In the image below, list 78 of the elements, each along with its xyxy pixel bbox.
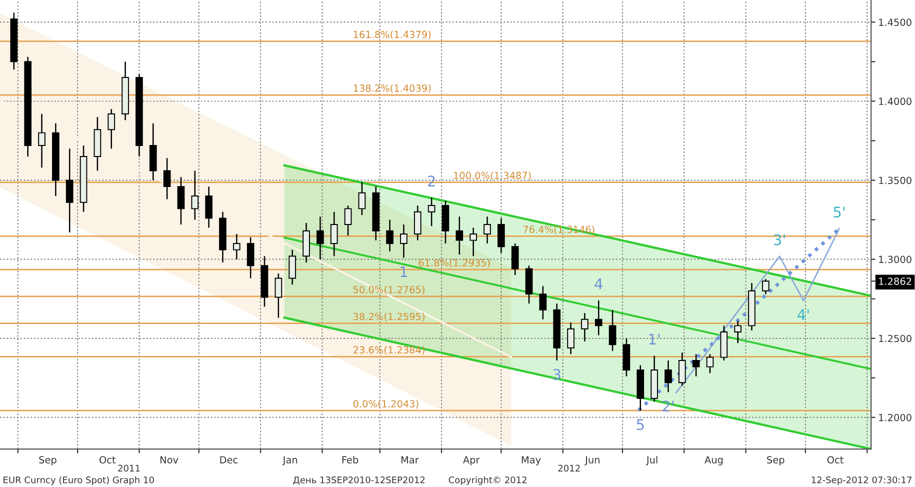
line-series [675, 228, 840, 394]
candlestick [511, 242, 519, 276]
x-tick-label: Apr [463, 456, 480, 466]
candlestick [205, 186, 212, 228]
annotation: 3 [553, 368, 560, 380]
candlestick [288, 249, 296, 286]
x-tick-label: Jun [584, 456, 600, 466]
annotation: 4 [594, 278, 602, 290]
candlestick [163, 157, 171, 200]
candlestick [678, 352, 686, 386]
candlestick [539, 286, 547, 320]
candlestick [456, 216, 464, 256]
candlestick [400, 224, 408, 258]
x-tick-label: Oct [100, 456, 116, 464]
x-tick-label: Mar [401, 456, 419, 464]
x-tick-label: Oct [827, 456, 844, 464]
x-tick-label: May [522, 456, 541, 466]
candlestick [484, 216, 491, 244]
ref-line-label: 38.2%(1.2595) [354, 312, 424, 322]
y-tick-label: 1.4000 [879, 98, 912, 106]
candlestick [706, 354, 714, 374]
ref-line-label: 161.8%(1.4379) [354, 30, 431, 40]
candlestick [38, 113, 46, 168]
ref-line-label: 61.8%(1.2935) [418, 258, 490, 268]
x-tick-label: Nov [160, 456, 178, 464]
candlestick [762, 278, 770, 295]
candlestick [330, 211, 338, 257]
candlestick [734, 320, 742, 344]
y-tick-label: 1.4500 [879, 18, 912, 26]
x-tick-label: Sep [767, 456, 784, 466]
ref-line-label: 138.2%(1.4039) [354, 84, 431, 94]
candlestick [358, 181, 366, 216]
candlestick [470, 227, 477, 257]
x-tick-label: Feb [342, 456, 358, 464]
candlestick [316, 216, 324, 260]
annotation: 5' [834, 206, 845, 218]
candlestick [108, 108, 116, 150]
candlestick [246, 236, 254, 279]
candlestick [428, 197, 436, 227]
candlestick [66, 148, 74, 234]
candlestick [567, 322, 574, 355]
candlestick [608, 309, 616, 352]
ref-line-label: 50.0%(1.2765) [354, 286, 424, 294]
x-tick-label: Aug [704, 456, 723, 466]
candlestick [414, 204, 422, 241]
candlestick [386, 219, 394, 252]
ref-line-label: 100.0%(1.3487) [454, 172, 531, 180]
candlestick [498, 218, 505, 254]
y-tick-label: 1.3500 [879, 176, 912, 184]
candlestick [692, 354, 700, 377]
candlestick [594, 300, 602, 336]
text: День 13SEP2010-12SEP2012 [293, 476, 425, 485]
candlestick [344, 204, 352, 236]
candlestick [177, 176, 185, 226]
candlestick [232, 233, 240, 260]
candlestick [664, 360, 672, 393]
ref-line-label: 0.0%(1.2043) [353, 400, 418, 409]
annotation: 4' [798, 309, 809, 320]
candlestick [191, 170, 199, 220]
annotation: 1' [649, 334, 660, 344]
y-tick-label: 1.2000 [879, 414, 912, 422]
y-tick-label: 1.2862 [879, 278, 912, 285]
annotation: 3' [774, 234, 785, 246]
y-tick-label: 1.2500 [879, 334, 912, 342]
text: EUR Curncy (Euro Spot) Graph 10 [4, 476, 154, 486]
text: 2012 [558, 464, 580, 472]
x-tick-label: Sep [39, 456, 56, 466]
text: Copyright© 2012 [448, 476, 526, 486]
ref-line-label: 23.6%(1.2384) [354, 346, 424, 355]
annotation: 5 [636, 419, 644, 430]
x-tick-label: Dec [220, 456, 238, 464]
x-tick-label: Jul [646, 456, 658, 466]
text: 2011 [118, 464, 140, 472]
text: 12-Sep-2012 07:30:17 [812, 476, 912, 486]
candlestick [581, 312, 588, 342]
x-tick-label: Jan [282, 456, 298, 466]
y-tick-label: 1.3000 [879, 256, 912, 264]
candlestick [274, 272, 282, 318]
